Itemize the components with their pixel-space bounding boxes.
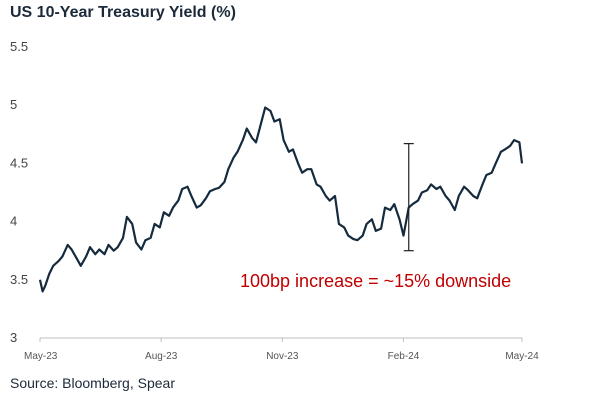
y-tick-label: 4 — [10, 214, 17, 229]
y-tick-label: 5.5 — [10, 39, 28, 54]
x-tick-label: Feb-24 — [388, 351, 420, 362]
annotation-text: 100bp increase = ~15% downside — [240, 271, 511, 291]
x-tick-label: May-24 — [505, 351, 539, 362]
annotations: 100bp increase = ~15% downside — [240, 143, 511, 291]
series-line — [38, 106, 524, 293]
x-axis: May-23 Aug-23 Nov-23 Feb-24 May-24 — [24, 337, 539, 362]
x-tick-label: Nov-23 — [266, 351, 299, 362]
chart-title: US 10-Year Treasury Yield (%) — [10, 4, 236, 21]
y-tick-label: 4.5 — [10, 155, 28, 170]
source-note: Source: Bloomberg, Spear — [10, 375, 175, 391]
y-tick-label: 5 — [10, 97, 17, 112]
series-group — [38, 106, 524, 293]
y-axis-ticks: 3 3.5 4 4.5 5 5.5 — [10, 39, 28, 345]
x-tick-label: May-23 — [24, 351, 58, 362]
x-tick-label: Aug-23 — [145, 351, 178, 362]
y-tick-label: 3 — [10, 330, 17, 345]
y-tick-label: 3.5 — [10, 272, 28, 287]
